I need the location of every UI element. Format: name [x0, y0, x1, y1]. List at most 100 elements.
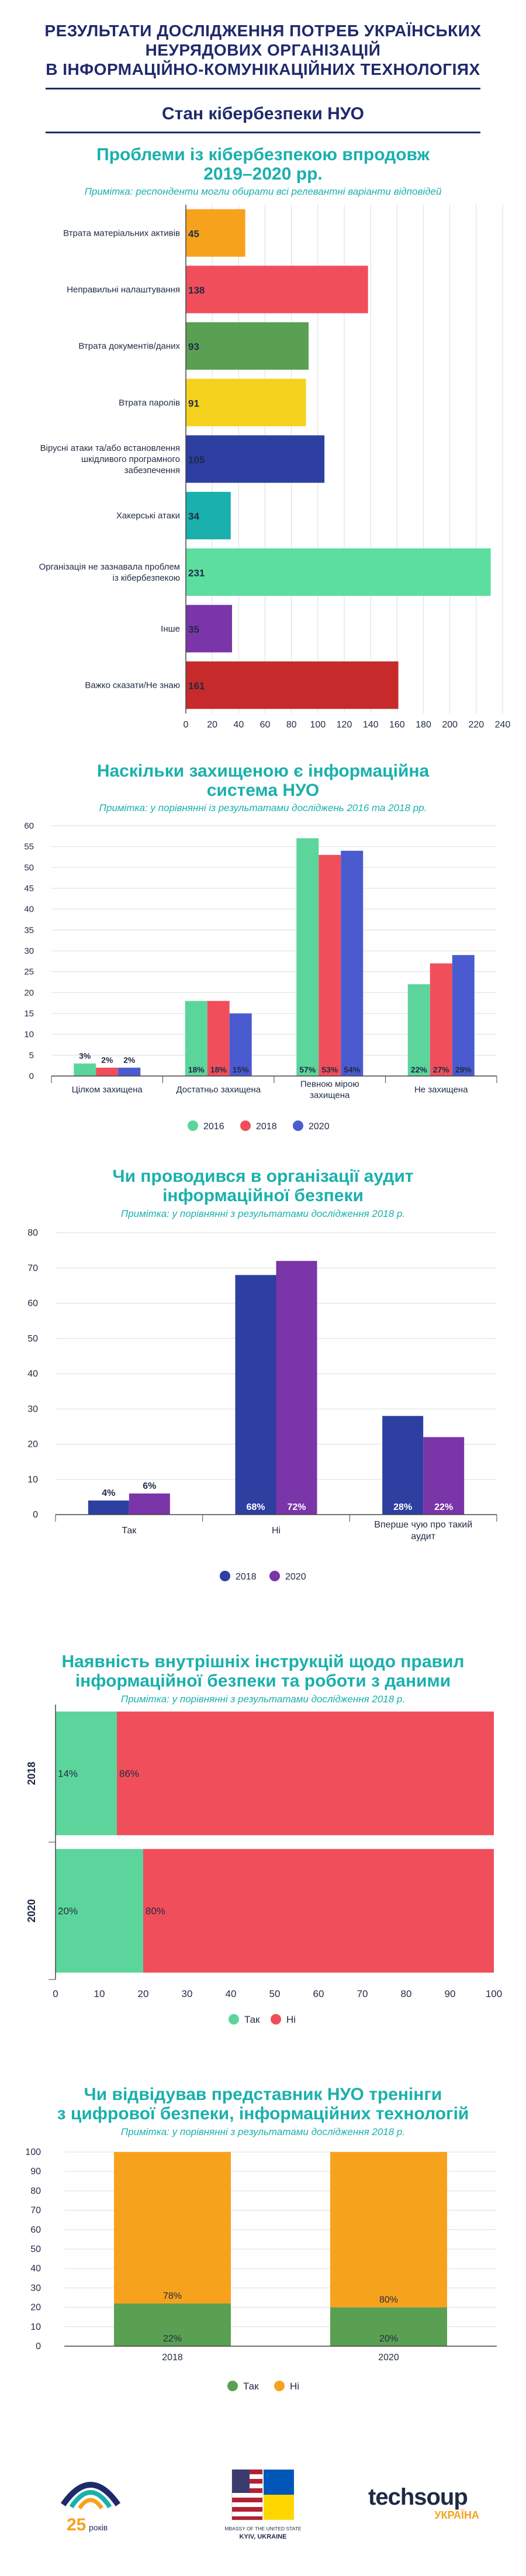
chart1-data-label: 91: [188, 398, 199, 409]
chart1-data-label: 161: [188, 681, 205, 692]
chart4-x-tick-label: 20: [138, 1988, 149, 1999]
report-header: РЕЗУЛЬТАТИ ДОСЛІДЖЕННЯ ПОТРЕБ УКРАЇНСЬКИ…: [0, 21, 526, 79]
chart1-x-tick-label: 160: [389, 720, 405, 730]
chart1-category-label: Вірусні атаки та/або встановлення: [40, 443, 180, 453]
chart2-grouped-bar: 0 5 10 15 20 25 30 35 40 45 50 55 60 3% 2% 2% Цілком зах…: [24, 821, 497, 1132]
chart5-y-tick-label: 0: [36, 2341, 41, 2351]
chart3-y-tick-label: 70: [27, 1263, 38, 1273]
chart1-data-label: 231: [188, 567, 205, 578]
chart4-x-tick-label: 0: [53, 1988, 58, 1999]
chart2-data-label: 2%: [101, 1056, 113, 1065]
chart1-bar: [186, 435, 325, 483]
chart5-legend-marker: [227, 2381, 238, 2391]
chart2-title-line-2: система НУО: [206, 781, 320, 800]
chart2-y-tick-label: 15: [24, 1009, 34, 1019]
chart3-y-tick-label: 40: [27, 1369, 38, 1379]
chart1-note: Примітка: респонденти могли обирати всі …: [84, 186, 442, 197]
chart1-category-label: Хакерські атаки: [116, 511, 180, 521]
logo-years-word: років: [89, 2523, 108, 2532]
chart2-data-label: 2%: [123, 1056, 136, 1065]
chart4-data-label: 86%: [119, 1768, 139, 1780]
chart3-legend-marker: [269, 1571, 280, 1581]
chart2-data-label: 15%: [233, 1065, 250, 1074]
chart1-category-label: Неправильні налаштування: [67, 285, 180, 295]
chart5-data-label: 78%: [163, 2291, 182, 2301]
chart2-category-label: захищена: [310, 1091, 350, 1101]
chart5-y-tick-label: 80: [30, 2186, 41, 2196]
chart1-category-label: із кібербезпекою: [113, 573, 180, 583]
chart4-x-tick-label: 10: [94, 1988, 105, 1999]
chart1-x-tick-label: 20: [207, 720, 217, 730]
chart4-legend-label: Так: [244, 2014, 260, 2025]
chart4-category-label: 2020: [26, 1899, 37, 1922]
chart3-note: Примітка: у порівнянні з результатами до…: [120, 1208, 406, 1219]
section-subtitle: Стан кібербезпеки НУО: [161, 104, 365, 123]
chart1-title: Проблеми із кібербезпекою впродовж 2019–…: [0, 145, 526, 184]
chart2-bar: [229, 1013, 252, 1076]
chart4-bar-segment: [117, 1711, 494, 1836]
chart3-y-tick-label: 20: [27, 1440, 38, 1450]
chart5-data-label: 22%: [163, 2334, 182, 2344]
report-header-line-2: НЕУРЯДОВИХ ОРГАНІЗАЦІЙ: [145, 41, 381, 59]
chart2-note: Примітка: у порівнянні із результатами д…: [99, 802, 427, 813]
chart1-category-label: Втрата паролів: [119, 398, 180, 408]
chart2-legend-marker: [240, 1120, 251, 1131]
chart2-bar: [96, 1067, 119, 1076]
chart4-bar-segment: [56, 1711, 117, 1836]
ngo-anniversary-logo: 25 років: [58, 2471, 123, 2535]
chart3-data-label: 28%: [393, 1502, 412, 1512]
chart1-bar: [186, 661, 399, 709]
chart2-legend-label: 2018: [256, 1122, 277, 1132]
chart3-data-label: 68%: [246, 1502, 265, 1512]
chart5-y-tick-label: 30: [30, 2283, 41, 2293]
chart2-y-tick-label: 50: [24, 863, 34, 873]
techsoup-logo: techsoup УКРАЇНА: [368, 2484, 485, 2537]
chart5-legend-label: Так: [243, 2381, 259, 2392]
chart2-bar: [430, 963, 452, 1076]
chart3-category-label: Вперше чую про такий: [374, 1520, 472, 1530]
chart3-bar: [88, 1500, 129, 1515]
chart4-x-tick-label: 30: [182, 1988, 193, 1999]
chart3-y-tick-label: 50: [27, 1334, 38, 1344]
chart5-y-tick-label: 40: [30, 2264, 41, 2274]
chart3-category-label: Ні: [272, 1526, 281, 1536]
chart2-data-label: 22%: [411, 1065, 428, 1074]
chart4-x-tick-label: 80: [401, 1988, 412, 1999]
chart2-category-label: Достатньо захищена: [176, 1085, 261, 1095]
chart1-bar: [186, 209, 245, 257]
chart2-legend-marker: [188, 1120, 198, 1131]
chart2-data-label: 3%: [79, 1051, 91, 1061]
chart4-title-line-2: інформаційної безпеки та роботи з даними: [75, 1671, 451, 1691]
chart4-data-label: 20%: [58, 1906, 78, 1917]
chart1-category-label: Важко сказати/Не знаю: [85, 681, 180, 691]
chart4-category-label: 2018: [26, 1761, 37, 1785]
chart1-data-label: 45: [188, 228, 199, 239]
chart4-stacked-hbar: 0 10 20 30 40 50 60 70 80 90 100 14% 86% 2018 20% 80% 20…: [26, 1705, 502, 2025]
chart5-bar-segment: [114, 2303, 231, 2346]
chart3-category-label: Так: [122, 1526, 137, 1536]
chart2-y-tick-label: 25: [24, 967, 34, 977]
chart3-bar: [276, 1261, 317, 1515]
chart5-bar-segment: [114, 2152, 231, 2303]
subtitle-divider: [46, 132, 480, 133]
techsoup-wordmark: techsoup: [368, 2484, 468, 2510]
chart5-category-label: 2018: [162, 2353, 183, 2363]
chart2-legend-label: 2016: [203, 1122, 224, 1132]
chart1-x-tick-label: 140: [363, 720, 379, 730]
chart2-y-tick-label: 20: [24, 988, 34, 998]
chart1-title-line-2: 2019–2020 рр.: [203, 164, 323, 184]
chart2-y-tick-label: 35: [24, 925, 34, 935]
chart1-x-tick-label: 60: [260, 720, 271, 730]
chart1-category-label: Втрата матеріальних активів: [63, 228, 180, 238]
chart4-data-label: 80%: [146, 1906, 165, 1917]
chart2-y-tick-label: 45: [24, 884, 34, 894]
chart3-y-tick-label: 10: [27, 1475, 38, 1485]
chart2-legend-label: 2020: [309, 1122, 330, 1132]
chart2-category-label: Певною мірою: [300, 1080, 359, 1089]
chart1-x-tick-label: 240: [495, 720, 511, 730]
chart2-bar: [319, 854, 341, 1076]
chart3-data-label: 22%: [434, 1502, 453, 1512]
report-header-line-1: РЕЗУЛЬТАТИ ДОСЛІДЖЕННЯ ПОТРЕБ УКРАЇНСЬКИ…: [44, 22, 482, 40]
chart2-legend-marker: [293, 1120, 303, 1131]
chart3-grouped-bar: 0 10 20 30 40 50 60 70 80 4% 6% Так 68% 72% Ні 28% 22% Вп…: [27, 1228, 497, 1582]
